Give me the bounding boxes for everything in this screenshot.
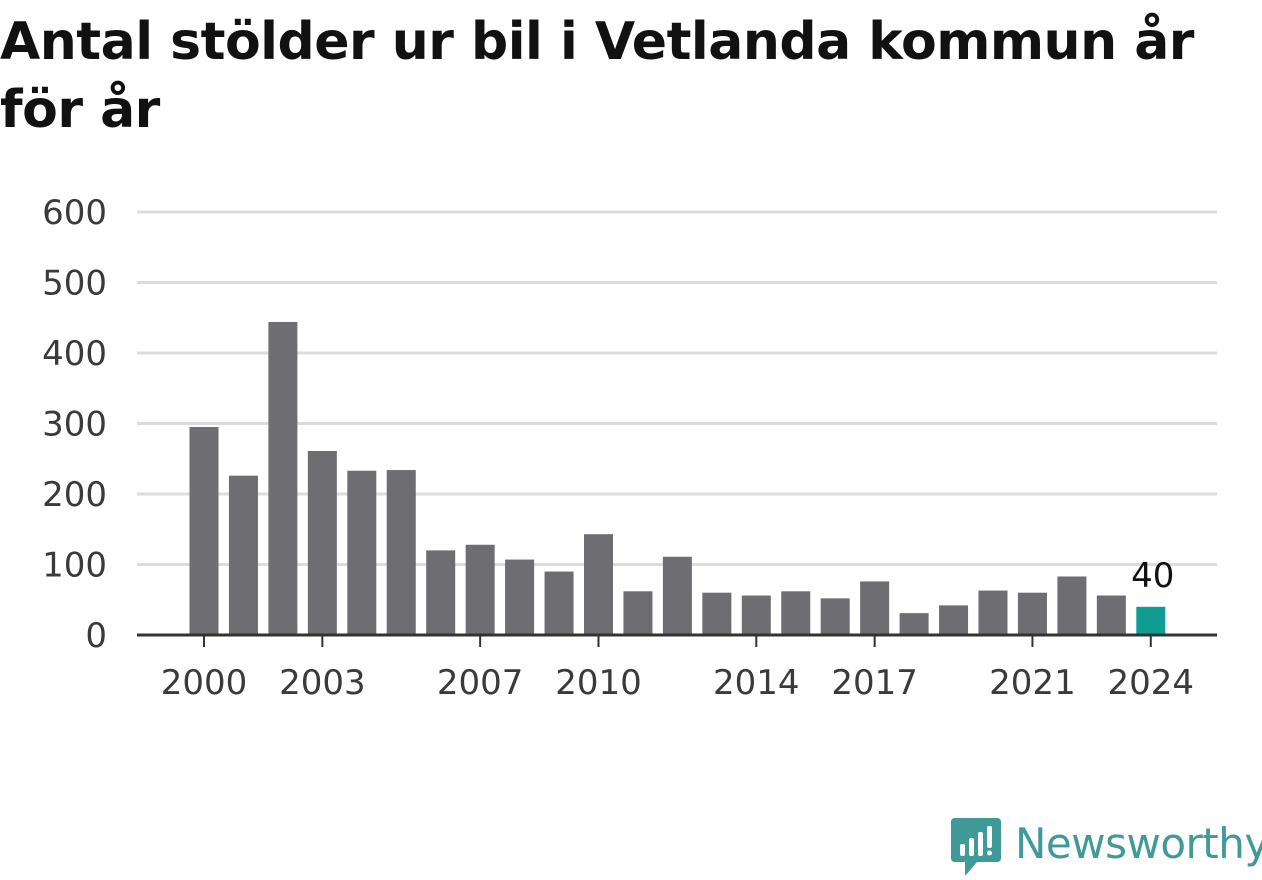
brand-logo: Newsworthy xyxy=(951,818,1262,880)
y-tick-label: 400 xyxy=(42,334,107,374)
bar-2019 xyxy=(939,605,969,635)
bar-2015 xyxy=(781,591,811,635)
bar-2014 xyxy=(741,595,771,635)
data-label-2024: 40 xyxy=(1131,556,1174,596)
bar-2003 xyxy=(307,450,337,635)
x-tick-label: 2017 xyxy=(831,663,918,703)
bar-2018 xyxy=(899,613,929,635)
bar-2016 xyxy=(820,598,850,635)
brand-name: Newsworthy xyxy=(1015,819,1262,868)
bar-2020 xyxy=(978,590,1008,635)
x-tick-label: 2024 xyxy=(1108,663,1195,703)
x-axis xyxy=(137,633,1217,647)
y-tick-label: 100 xyxy=(42,546,107,586)
bar-2001 xyxy=(228,475,258,635)
x-tick-label: 2003 xyxy=(279,663,366,703)
bar-2000 xyxy=(189,427,219,635)
annotations: 40 xyxy=(1131,556,1174,596)
x-tick-label: 2007 xyxy=(437,663,524,703)
x-tick-label: 2000 xyxy=(161,663,248,703)
x-tick-label: 2010 xyxy=(555,663,642,703)
grid-lines xyxy=(137,210,1217,566)
x-tick-label: 2014 xyxy=(713,663,800,703)
y-tick-label: 300 xyxy=(42,405,107,445)
bars xyxy=(189,321,1166,635)
y-tick-label: 500 xyxy=(42,264,107,304)
bar-2004 xyxy=(347,470,377,635)
bar-2009 xyxy=(544,571,574,635)
bar-2013 xyxy=(702,592,732,635)
y-tick-label: 0 xyxy=(85,616,107,656)
x-tick-label: 2021 xyxy=(989,663,1076,703)
bar-2012 xyxy=(662,556,692,635)
bar-2011 xyxy=(623,591,653,635)
bar-2006 xyxy=(426,550,456,635)
bar-2017 xyxy=(860,581,890,635)
y-axis-labels: 0 100 200 300 400 500 600 xyxy=(42,193,107,656)
y-tick-label: 600 xyxy=(42,193,107,233)
y-tick-label: 200 xyxy=(42,475,107,515)
bar-2024 xyxy=(1136,606,1166,635)
x-axis-labels: 2000 2003 2007 2010 2014 2017 2021 2024 xyxy=(161,663,1194,703)
bar-2021 xyxy=(1017,592,1047,635)
bar-2007 xyxy=(465,544,495,635)
bar-2010 xyxy=(584,534,613,635)
newsworthy-logo-icon xyxy=(951,818,1001,876)
bar-2008 xyxy=(505,559,535,635)
bar-2022 xyxy=(1057,576,1087,635)
chart-title: Antal stölder ur bil i Vetlanda kommun å… xyxy=(0,12,1194,140)
bar-2005 xyxy=(386,470,416,635)
bar-2023 xyxy=(1096,595,1126,635)
bar-2002 xyxy=(268,321,298,635)
